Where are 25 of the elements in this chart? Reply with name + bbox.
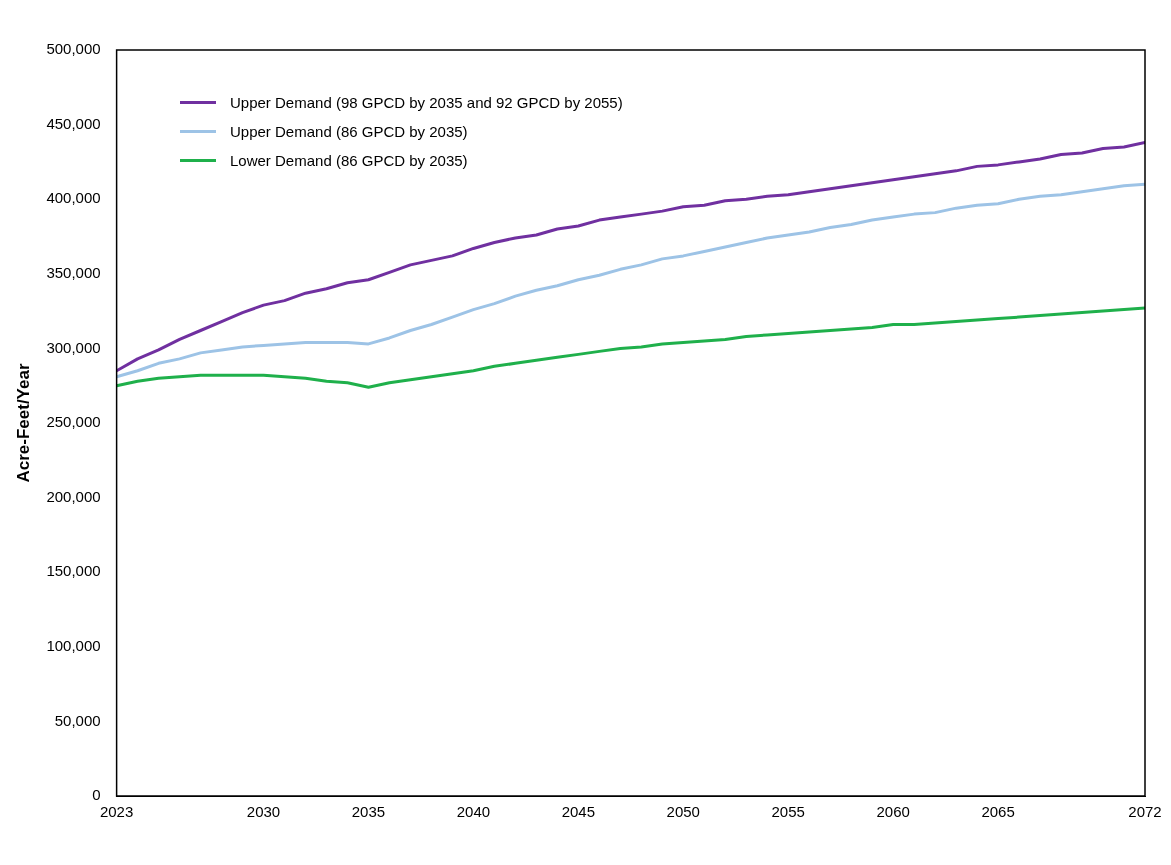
x-tick-label: 2072 [1128, 803, 1162, 821]
y-axis-title: Acre-Feet/Year [13, 363, 33, 483]
y-tick-label: 500,000 [46, 40, 101, 58]
y-tick-label: 250,000 [46, 413, 101, 431]
y-tick-label: 300,000 [46, 338, 101, 356]
x-tick-label: 2035 [351, 803, 386, 821]
x-tick-label: 2045 [561, 803, 596, 821]
x-tick-label: 2060 [876, 803, 910, 821]
x-tick-label: 2030 [246, 803, 281, 821]
x-tick-label: 2055 [771, 803, 805, 821]
x-tick-label: 2065 [981, 803, 1015, 821]
legend-label: Upper Demand (98 GPCD by 2035 and 92 GPCD by 2055) [230, 94, 623, 111]
y-tick-label: 150,000 [46, 562, 101, 580]
legend-label: Upper Demand (86 GPCD by 2035) [230, 123, 468, 140]
y-tick-label: 100,000 [46, 636, 101, 654]
y-tick-label: 50,000 [54, 711, 101, 729]
x-tick-label: 2040 [456, 803, 491, 821]
y-tick-label: 450,000 [46, 114, 101, 132]
y-tick-label: 200,000 [46, 487, 101, 505]
x-tick-label: 2050 [666, 803, 700, 821]
x-tick-label: 2023 [99, 803, 134, 821]
legend-label: Lower Demand (86 GPCD by 2035) [230, 152, 468, 169]
y-tick-label: 350,000 [46, 263, 101, 281]
y-tick-label: 400,000 [46, 189, 101, 207]
y-tick-label: 0 [92, 786, 101, 804]
